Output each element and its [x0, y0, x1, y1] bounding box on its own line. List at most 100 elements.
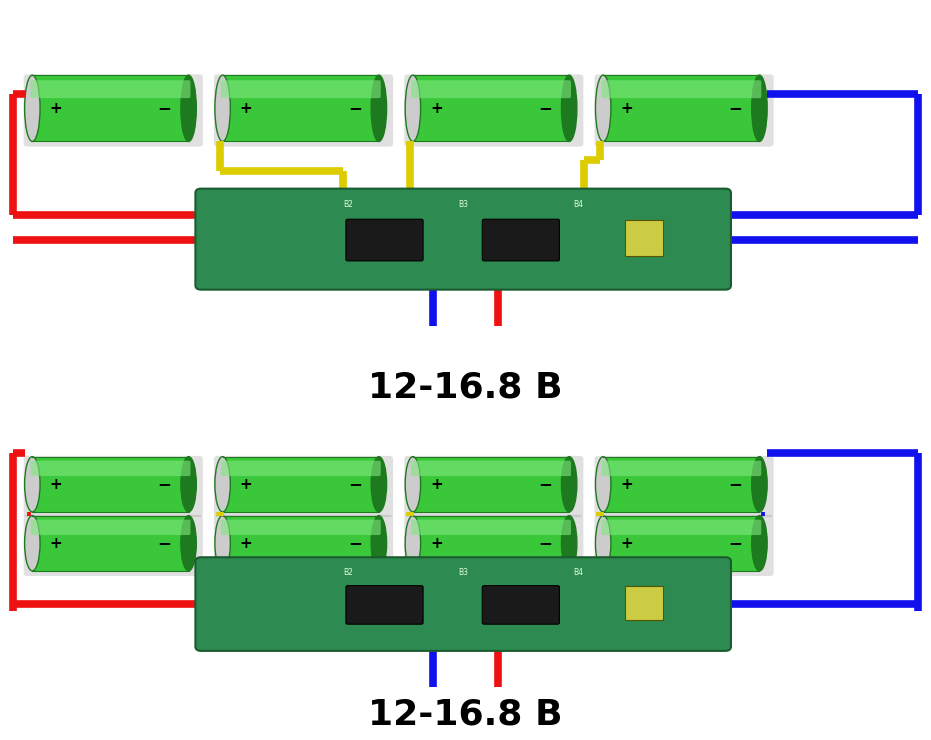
- Ellipse shape: [181, 516, 196, 571]
- FancyBboxPatch shape: [221, 519, 381, 535]
- Bar: [223, 75, 379, 141]
- Text: B2: B2: [343, 201, 353, 209]
- Bar: [603, 516, 760, 571]
- Ellipse shape: [751, 516, 767, 571]
- Text: +: +: [239, 536, 252, 551]
- Text: B3: B3: [458, 568, 468, 577]
- Text: +: +: [49, 477, 62, 492]
- FancyBboxPatch shape: [595, 75, 774, 147]
- FancyBboxPatch shape: [404, 456, 584, 517]
- Text: −: −: [157, 534, 171, 552]
- Text: −: −: [157, 475, 171, 494]
- Ellipse shape: [215, 75, 230, 141]
- Ellipse shape: [751, 75, 767, 141]
- FancyBboxPatch shape: [346, 585, 423, 625]
- Bar: [412, 457, 569, 512]
- Text: +: +: [620, 477, 633, 492]
- FancyBboxPatch shape: [214, 75, 393, 147]
- Text: +: +: [239, 101, 252, 115]
- FancyBboxPatch shape: [214, 515, 393, 576]
- Ellipse shape: [561, 75, 577, 141]
- Bar: [603, 75, 760, 141]
- Ellipse shape: [181, 75, 196, 141]
- Ellipse shape: [596, 75, 611, 141]
- Text: −: −: [157, 99, 171, 117]
- Text: +: +: [430, 477, 442, 492]
- FancyBboxPatch shape: [221, 461, 381, 476]
- Text: B3: B3: [458, 201, 468, 209]
- Text: +: +: [430, 101, 442, 115]
- FancyBboxPatch shape: [214, 456, 393, 517]
- FancyBboxPatch shape: [601, 461, 762, 476]
- Text: −: −: [538, 534, 552, 552]
- Text: B4: B4: [573, 568, 584, 577]
- Ellipse shape: [24, 75, 40, 141]
- Ellipse shape: [181, 457, 196, 512]
- Ellipse shape: [371, 457, 386, 512]
- FancyBboxPatch shape: [23, 456, 203, 517]
- Ellipse shape: [405, 457, 421, 512]
- FancyBboxPatch shape: [482, 585, 560, 625]
- Text: B4: B4: [573, 201, 584, 209]
- FancyBboxPatch shape: [196, 189, 731, 289]
- Ellipse shape: [24, 516, 40, 571]
- FancyBboxPatch shape: [412, 80, 571, 98]
- FancyBboxPatch shape: [31, 461, 191, 476]
- FancyBboxPatch shape: [482, 219, 560, 261]
- Bar: [412, 516, 569, 571]
- FancyBboxPatch shape: [625, 586, 664, 620]
- Text: −: −: [729, 534, 742, 552]
- Bar: [603, 457, 760, 512]
- Text: 12-16.8 B: 12-16.8 B: [369, 370, 562, 404]
- FancyBboxPatch shape: [23, 515, 203, 576]
- FancyBboxPatch shape: [221, 80, 381, 98]
- Text: +: +: [620, 101, 633, 115]
- Text: 12-16.8 B: 12-16.8 B: [369, 697, 562, 731]
- FancyBboxPatch shape: [31, 80, 191, 98]
- FancyBboxPatch shape: [595, 515, 774, 576]
- Ellipse shape: [405, 516, 421, 571]
- Text: −: −: [729, 99, 742, 117]
- Text: −: −: [538, 475, 552, 494]
- Text: −: −: [348, 99, 362, 117]
- Text: −: −: [538, 99, 552, 117]
- Bar: [33, 457, 189, 512]
- FancyBboxPatch shape: [595, 456, 774, 517]
- Text: −: −: [729, 475, 742, 494]
- FancyBboxPatch shape: [412, 461, 571, 476]
- Bar: [223, 516, 379, 571]
- Bar: [412, 75, 569, 141]
- Bar: [33, 516, 189, 571]
- Text: +: +: [49, 101, 62, 115]
- FancyBboxPatch shape: [412, 519, 571, 535]
- FancyBboxPatch shape: [601, 519, 762, 535]
- Ellipse shape: [596, 516, 611, 571]
- Bar: [33, 75, 189, 141]
- Ellipse shape: [371, 516, 386, 571]
- Bar: [223, 457, 379, 512]
- FancyBboxPatch shape: [601, 80, 762, 98]
- Ellipse shape: [371, 75, 386, 141]
- Ellipse shape: [215, 516, 230, 571]
- Text: −: −: [348, 475, 362, 494]
- FancyBboxPatch shape: [346, 219, 423, 261]
- FancyBboxPatch shape: [196, 557, 731, 651]
- Ellipse shape: [561, 457, 577, 512]
- Ellipse shape: [24, 457, 40, 512]
- FancyBboxPatch shape: [31, 519, 191, 535]
- Text: +: +: [239, 477, 252, 492]
- FancyBboxPatch shape: [625, 220, 664, 257]
- Ellipse shape: [405, 75, 421, 141]
- Ellipse shape: [561, 516, 577, 571]
- Text: −: −: [348, 534, 362, 552]
- Ellipse shape: [215, 457, 230, 512]
- Text: B2: B2: [343, 568, 353, 577]
- Text: +: +: [620, 536, 633, 551]
- Ellipse shape: [751, 457, 767, 512]
- FancyBboxPatch shape: [23, 75, 203, 147]
- Ellipse shape: [596, 457, 611, 512]
- Text: +: +: [430, 536, 442, 551]
- FancyBboxPatch shape: [404, 515, 584, 576]
- FancyBboxPatch shape: [404, 75, 584, 147]
- Text: +: +: [49, 536, 62, 551]
